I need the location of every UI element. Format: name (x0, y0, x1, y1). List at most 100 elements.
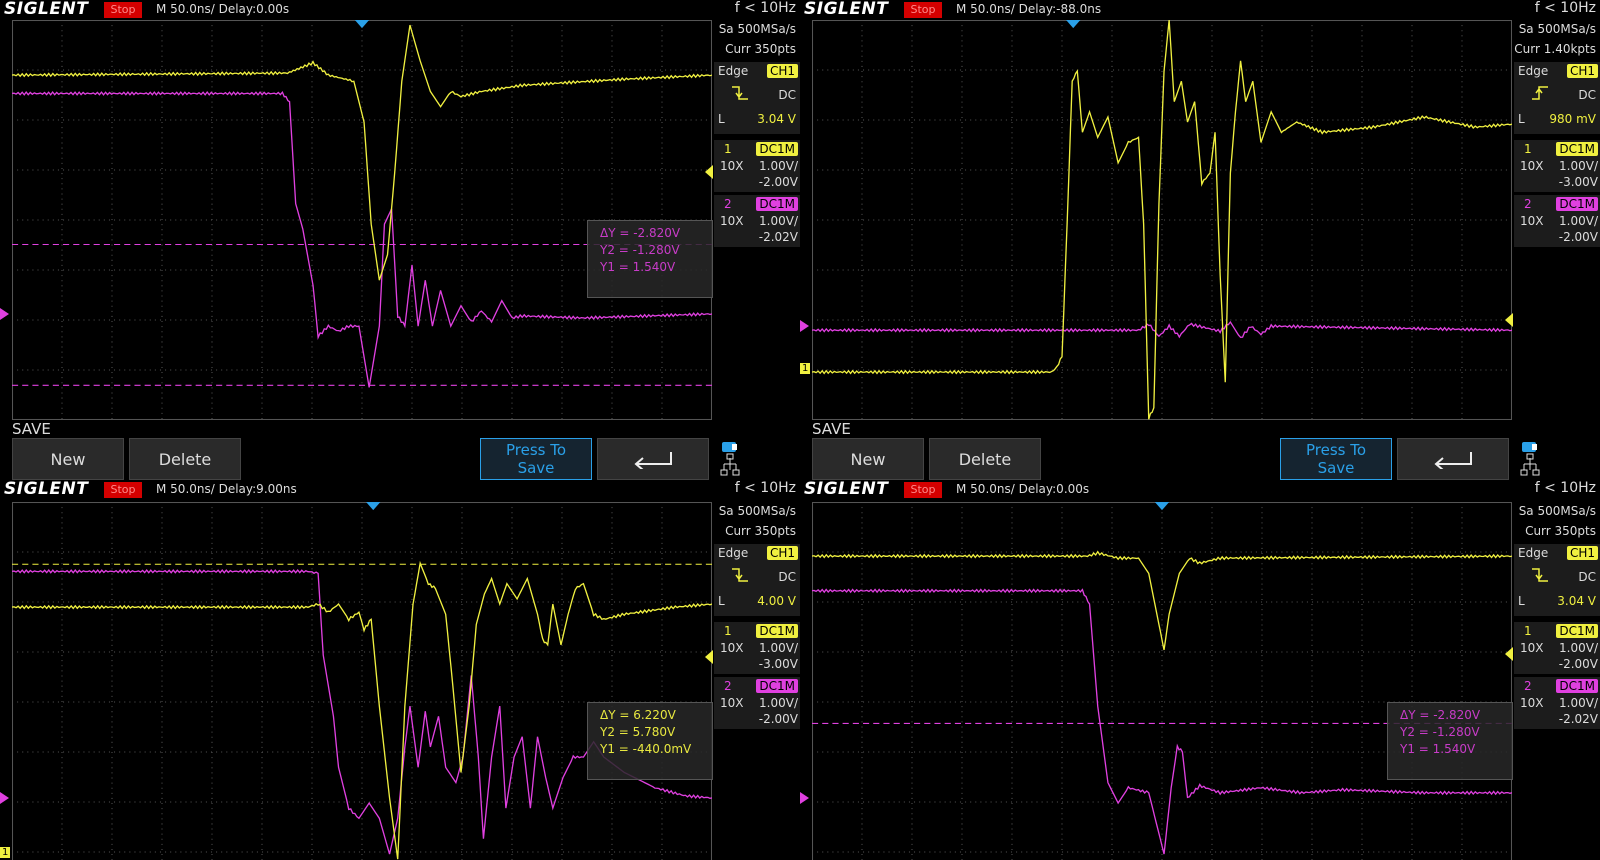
trigger-box: Edge CH1 DC L 3.04 V (1514, 544, 1600, 616)
trigger-level-value: 980 mV (1549, 112, 1596, 126)
channel-probe: 10X (1520, 159, 1544, 173)
ch2-marker (800, 320, 809, 332)
ch2-marker (0, 792, 9, 804)
menu-button[interactable]: New (12, 438, 124, 480)
channel-impedance: DC1M (756, 197, 798, 211)
channel-number: 1 (724, 624, 732, 638)
cursor-delta: ΔY = 6.220V (600, 708, 676, 722)
trigger-level-value: 3.04 V (757, 112, 796, 126)
channel-offset: -2.00V (758, 712, 798, 726)
channel-offset: -3.00V (1558, 175, 1598, 189)
ch2-trace (812, 588, 1512, 855)
trigger-box: Edge CH1 DC L 980 mV (1514, 62, 1600, 134)
scope-panel: SIGLENT Stop M 50.0ns/ Delay:9.00ns f < 10H… (0, 480, 800, 860)
graticule (812, 502, 1512, 860)
cursor-delta: ΔY = -2.820V (1400, 708, 1481, 722)
trigger-position (354, 20, 370, 29)
trigger-level-label: L (1518, 594, 1525, 608)
trigger-level-label: L (1518, 112, 1525, 126)
trigger-type: Edge (1518, 546, 1549, 560)
memory-depth: Curr 350pts (725, 42, 796, 56)
channel-impedance: DC1M (756, 142, 798, 156)
channel-scale: 1.00V/ (759, 159, 798, 173)
trigger-level-value: 3.04 V (1557, 594, 1596, 608)
channel-box: 1 DC1M 10X 1.00V/ -3.00V (1514, 140, 1600, 192)
menu-title: SAVE (12, 420, 51, 438)
brand: SIGLENT (4, 480, 89, 499)
trigger-type: Edge (1518, 64, 1549, 78)
channel-box: 1 DC1M 10X 1.00V/ -2.00V (714, 140, 800, 192)
back-arrow (634, 452, 672, 469)
usb-network-icon (1520, 442, 1540, 476)
ch1-trace (12, 24, 712, 281)
graticule (12, 502, 712, 860)
trigger-type: Edge (718, 64, 749, 78)
trigger-level-value: 4.00 V (757, 594, 796, 608)
trigger-coupling: DC (1578, 88, 1596, 102)
channel-number: 2 (1524, 197, 1532, 211)
back-button[interactable] (597, 438, 709, 480)
trigger-frequency: f < 10Hz (734, 0, 796, 16)
grid-border (812, 20, 1512, 420)
channel-scale: 1.00V/ (759, 696, 798, 710)
storage-icons (720, 440, 744, 476)
edge-symbol (1532, 86, 1548, 100)
edge-symbol (732, 86, 748, 100)
menu-button[interactable]: Delete (129, 438, 241, 480)
edge-symbol (732, 568, 748, 582)
scope-panel: SIGLENT Stop M 50.0ns/ Delay:0.00s f < 10Hz… (0, 0, 800, 480)
menu-button[interactable]: Delete (929, 438, 1041, 480)
channel-scale: 1.00V/ (1559, 159, 1598, 173)
trigger-coupling: DC (778, 570, 796, 584)
menu-button[interactable]: Press To Save (480, 438, 592, 480)
channel-number: 2 (724, 679, 732, 693)
channel-impedance: DC1M (1556, 197, 1598, 211)
trigger-coupling: DC (778, 88, 796, 102)
trigger-type: Edge (718, 546, 749, 560)
edge-icon (1532, 86, 1548, 100)
cursor-y1: Y1 = -440.0mV (600, 742, 692, 756)
timebase: M 50.0ns/ Delay:9.00ns (156, 482, 297, 496)
back-button[interactable] (1397, 438, 1509, 480)
trigger-position (366, 502, 381, 511)
channel-probe: 10X (720, 159, 744, 173)
channel-box: 1 DC1M 10X 1.00V/ -3.00V (714, 622, 800, 674)
trigger-frequency: f < 10Hz (1534, 0, 1596, 16)
ch1-marker: 1 (800, 363, 811, 374)
timebase: M 50.0ns/ Delay:0.00s (156, 2, 290, 16)
channel-scale: 1.00V/ (759, 641, 798, 655)
channel-probe: 10X (1520, 641, 1544, 655)
channel-number: 2 (724, 197, 732, 211)
ch2-marker (800, 792, 809, 804)
channel-offset: -2.00V (758, 175, 798, 189)
scope-panel: SIGLENT Stop M 50.0ns/ Delay:-88.0ns f < 10… (800, 0, 1600, 480)
memory-depth: Curr 350pts (725, 524, 796, 538)
ch1-trace (812, 20, 1512, 420)
channel-box: 2 DC1M 10X 1.00V/ -2.02V (714, 195, 800, 247)
trigger-level (705, 650, 713, 664)
sample-rate: Sa 500MSa/s (1518, 22, 1596, 36)
timebase: M 50.0ns/ Delay:0.00s (956, 482, 1090, 496)
ch2-trace (812, 320, 1512, 339)
channel-impedance: DC1M (1556, 679, 1598, 693)
timebase: M 50.0ns/ Delay:-88.0ns (956, 2, 1102, 16)
channel-scale: 1.00V/ (1559, 641, 1598, 655)
trigger-frequency: f < 10Hz (734, 480, 796, 496)
channel-number: 1 (1524, 142, 1532, 156)
menu-button[interactable]: Press To Save (1280, 438, 1392, 480)
cursor-y2: Y2 = -1.280V (600, 243, 680, 257)
cursor-delta: ΔY = -2.820V (600, 226, 681, 240)
ch1-marker: 1 (0, 847, 11, 858)
cursor-readout: ΔY = 6.220V Y2 = 5.780V Y1 = -440.0mV (587, 702, 713, 780)
cursor-y1: Y1 = 1.540V (600, 260, 676, 274)
channel-probe: 10X (720, 641, 744, 655)
brand: SIGLENT (4, 0, 89, 19)
ch2-trace (12, 91, 712, 388)
graticule (12, 20, 712, 420)
trigger-level-label: L (718, 594, 725, 608)
channel-probe: 10X (1520, 214, 1544, 228)
menu-button[interactable]: New (812, 438, 924, 480)
trigger-source: CH1 (1566, 546, 1598, 560)
channel-impedance: DC1M (1556, 142, 1598, 156)
memory-depth: Curr 350pts (1525, 524, 1596, 538)
